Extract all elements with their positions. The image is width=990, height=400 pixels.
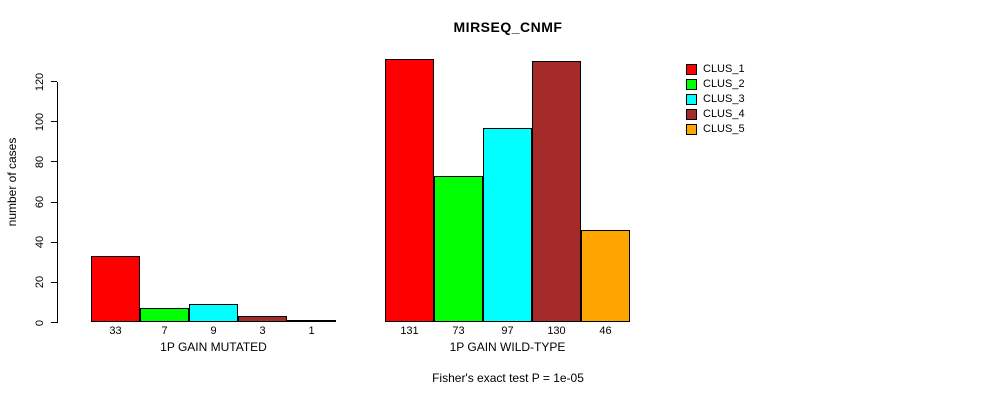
x-group-label: 1P GAIN MUTATED [160, 340, 267, 354]
bar-clus_5-group2 [581, 230, 630, 323]
bar-clus_3-group2 [483, 127, 532, 323]
bar-value-label: 7 [161, 325, 168, 337]
x-group-label: 1P GAIN WILD-TYPE [449, 340, 566, 354]
bar-clus_2-group2 [434, 175, 483, 323]
legend-item-clus_5: CLUS_5 [686, 123, 745, 135]
bar-value-label: 130 [547, 325, 566, 337]
legend: CLUS_1 CLUS_2 CLUS_3 CLUS_4 CLUS_5 [686, 63, 745, 138]
y-tick [51, 322, 57, 323]
legend-label: CLUS_2 [703, 78, 745, 90]
y-tick [51, 241, 57, 243]
legend-label: CLUS_3 [703, 93, 745, 105]
y-tick [51, 161, 57, 163]
legend-swatch [686, 108, 697, 120]
chart-title: MIRSEQ_CNMF [453, 19, 563, 35]
y-tick [51, 81, 57, 82]
bar-clus_2-group1 [140, 308, 189, 323]
y-tick [51, 281, 57, 283]
legend-item-clus_2: CLUS_2 [686, 78, 745, 90]
y-tick-label: 0 [34, 319, 46, 326]
stat-test-caption: Fisher's exact test P = 1e-05 [432, 371, 584, 385]
y-tick [51, 201, 57, 203]
legend-label: CLUS_1 [703, 63, 745, 75]
y-tick-label: 60 [34, 195, 46, 209]
y-tick-label: 40 [34, 236, 46, 249]
bar-value-label: 73 [452, 325, 465, 337]
legend-swatch [686, 78, 697, 90]
y-axis-line [57, 81, 58, 323]
legend-item-clus_4: CLUS_4 [686, 108, 745, 120]
y-tick-label: 20 [34, 276, 46, 289]
legend-label: CLUS_4 [703, 108, 745, 120]
bar-value-label: 1 [308, 325, 315, 337]
legend-item-clus_1: CLUS_1 [686, 63, 745, 75]
y-tick-label: 100 [34, 112, 46, 131]
legend-swatch [686, 63, 697, 75]
y-axis-title: number of cases [5, 137, 19, 227]
legend-swatch [686, 123, 697, 135]
bar-clus_4-group2 [532, 61, 581, 323]
legend-label: CLUS_5 [703, 123, 745, 135]
bar-value-label: 97 [501, 325, 514, 337]
bar-value-label: 33 [109, 325, 122, 337]
bar-value-label: 9 [210, 325, 217, 337]
bar-clus_3-group1 [189, 304, 238, 323]
bar-clus_5-group1 [287, 320, 336, 323]
y-tick-label: 80 [34, 155, 46, 168]
y-tick-label: 120 [34, 72, 46, 91]
legend-item-clus_3: CLUS_3 [686, 93, 745, 105]
bar-value-label: 46 [599, 325, 612, 337]
bar-value-label: 131 [400, 325, 419, 337]
bar-value-label: 3 [259, 325, 266, 337]
bar-clus_1-group2 [385, 59, 434, 323]
y-tick [51, 121, 57, 123]
bar-clus_4-group1 [238, 316, 287, 323]
legend-swatch [686, 93, 697, 105]
bar-clus_1-group1 [91, 256, 140, 323]
